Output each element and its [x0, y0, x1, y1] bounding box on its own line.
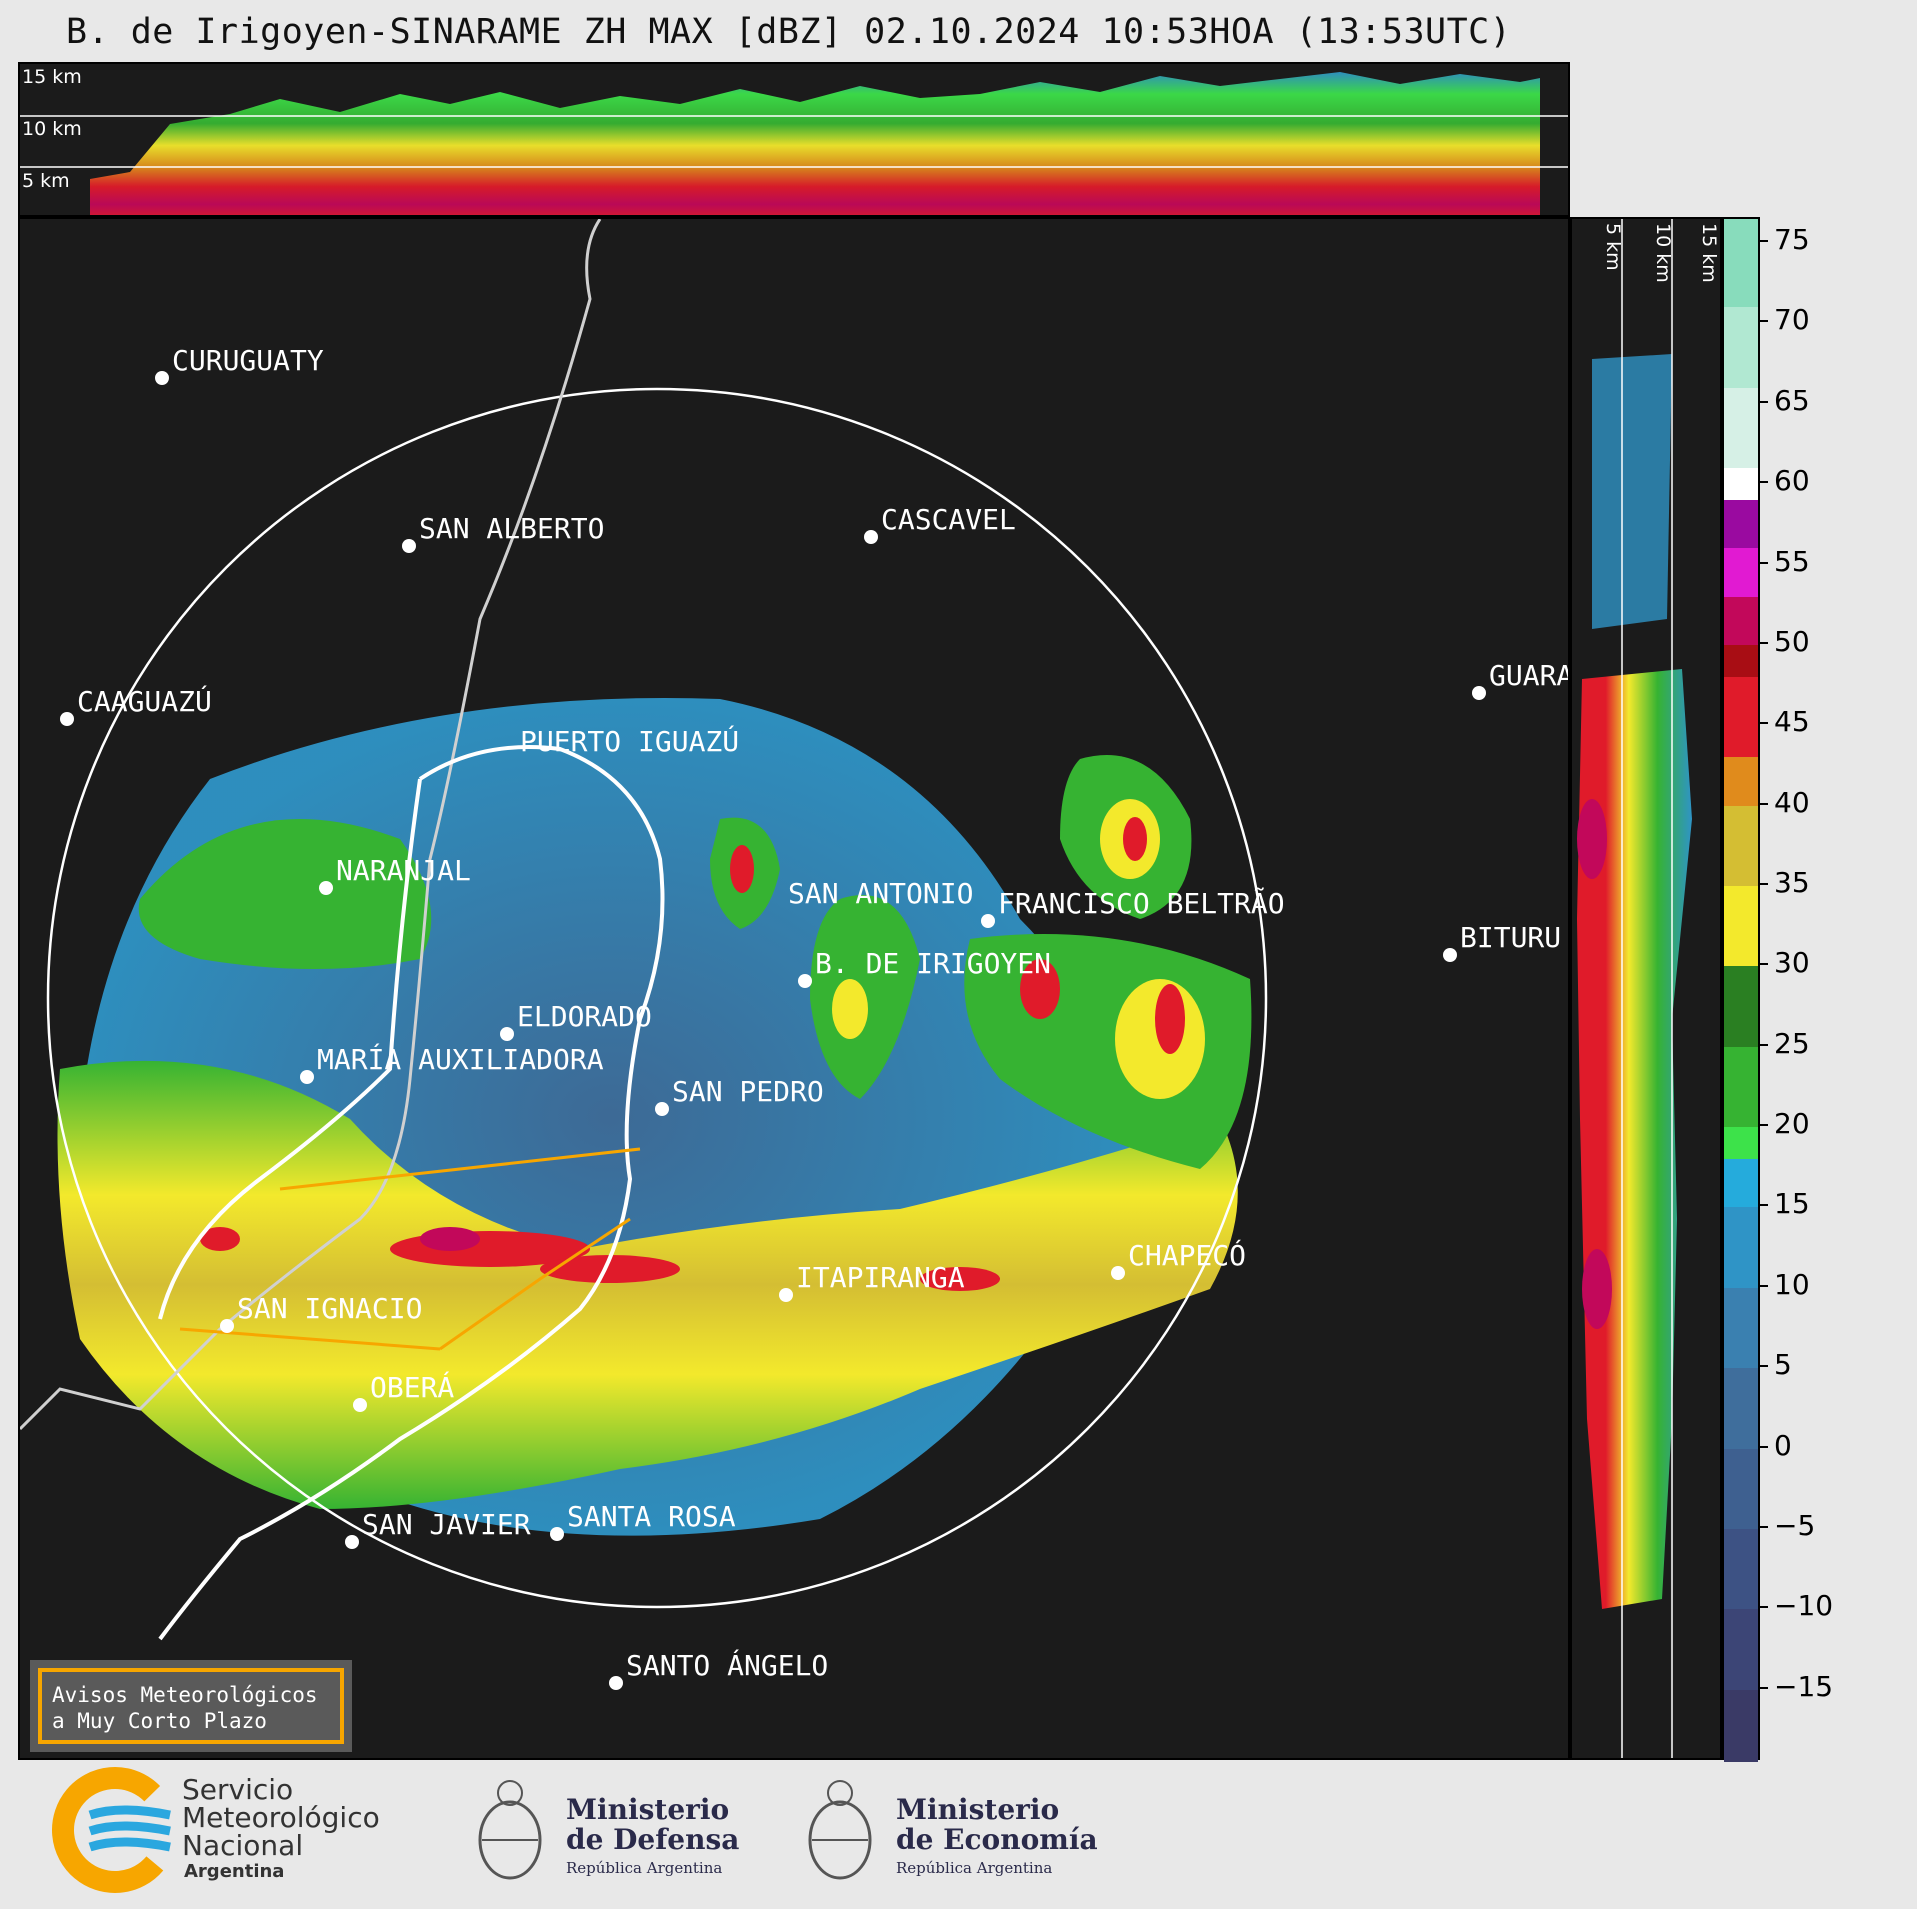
colorbar-tick-mark — [1760, 1204, 1768, 1207]
colorbar-tick-mark — [1760, 883, 1768, 886]
colorbar-tick-label: 5 — [1774, 1348, 1792, 1382]
defensa-line-2: de Defensa — [566, 1823, 740, 1856]
top-height-label-15km: 15 km — [22, 66, 82, 88]
economia-line-3: República Argentina — [896, 1859, 1053, 1877]
defensa-logo: Ministerio de Defensa República Argentin… — [470, 1765, 770, 1895]
smn-line-4: Argentina — [184, 1861, 285, 1882]
warning-line-2: a Muy Corto Plazo — [52, 1709, 267, 1733]
colorbar-segment — [1724, 677, 1758, 758]
colorbar-segment — [1724, 596, 1758, 645]
colorbar-tick-mark — [1760, 1525, 1768, 1528]
colorbar-tick-label: 75 — [1774, 223, 1810, 257]
defensa-line-1: Ministerio — [566, 1793, 730, 1826]
colorbar-segment — [1724, 1689, 1758, 1762]
top-height-profile: 15 km 10 km 5 km — [18, 62, 1570, 217]
economia-logo: Ministerio de Economía República Argenti… — [800, 1765, 1120, 1895]
economia-line-2: de Economía — [896, 1823, 1098, 1856]
colorbar-tick-label: 70 — [1774, 303, 1810, 337]
colorbar-tick-label: 10 — [1774, 1267, 1810, 1301]
colorbar-segment — [1724, 387, 1758, 469]
colorbar-tick-mark — [1760, 1284, 1768, 1287]
colorbar-tick-label: 55 — [1774, 544, 1810, 578]
colorbar-tick-mark — [1760, 320, 1768, 323]
colorbar-tick-mark — [1760, 722, 1768, 725]
colorbar-segment — [1724, 1159, 1758, 1208]
colorbar-tick-label: 50 — [1774, 624, 1810, 658]
map-title: B. de Irigoyen-SINARAME ZH MAX [dBZ] 02.… — [66, 12, 1512, 52]
colorbar-segment — [1724, 548, 1758, 597]
side-height-label-10km: 10 km — [1652, 223, 1674, 283]
smn-line-1: Servicio — [182, 1773, 294, 1806]
colorbar-segment — [1724, 886, 1758, 967]
colorbar-tick-mark — [1760, 561, 1768, 564]
colorbar-tick-mark — [1760, 1365, 1768, 1368]
top-profile-graphic — [20, 72, 1568, 215]
colorbar-tick-mark — [1760, 641, 1768, 644]
colorbar-tick-mark — [1760, 963, 1768, 966]
colorbar-segment — [1724, 307, 1758, 388]
colorbar-segment — [1724, 219, 1758, 308]
economia-line-1: Ministerio — [896, 1793, 1060, 1826]
colorbar-tick-mark — [1760, 1606, 1768, 1609]
colorbar-tick-label: −10 — [1774, 1589, 1834, 1623]
radar-map: CURUGUATY SAN ALBERTO CASCAVEL CAAGUAZÚ … — [18, 217, 1570, 1760]
colorbar-tick-label: 65 — [1774, 383, 1810, 417]
colorbar-segment — [1724, 966, 1758, 1047]
colorbar-tick-mark — [1760, 400, 1768, 403]
argentina-coat-of-arms-icon — [808, 1780, 872, 1880]
warning-line-1: Avisos Meteorológicos — [52, 1683, 318, 1707]
top-height-label-10km: 10 km — [22, 118, 82, 140]
smn-line-2: Meteorológico — [182, 1801, 380, 1834]
colorbar-segment — [1724, 757, 1758, 806]
colorbar-tick-label: 40 — [1774, 785, 1810, 819]
side-profile-graphic — [1577, 219, 1692, 1758]
colorbar-segment — [1724, 1046, 1758, 1128]
colorbar-segment — [1724, 644, 1758, 678]
colorbar-tick-label: 30 — [1774, 946, 1810, 980]
colorbar-tick-mark — [1760, 481, 1768, 484]
top-height-label-5km: 5 km — [22, 170, 70, 192]
side-height-label-5km: 5 km — [1602, 223, 1624, 271]
smn-line-3: Nacional — [182, 1829, 304, 1862]
colorbar-tick-label: 60 — [1774, 464, 1810, 498]
defensa-line-3: República Argentina — [566, 1859, 723, 1877]
colorbar-segment — [1724, 1127, 1758, 1160]
argentina-coat-of-arms-icon — [478, 1780, 542, 1880]
colorbar-segment — [1724, 1207, 1758, 1288]
smn-logo-icon — [52, 1767, 178, 1893]
colorbar-segment — [1724, 1609, 1758, 1690]
colorbar-tick-label: 45 — [1774, 705, 1810, 739]
colorbar-tick-label: 25 — [1774, 1026, 1810, 1060]
colorbar-segment — [1724, 1287, 1758, 1369]
colorbar-tick-label: 0 — [1774, 1428, 1792, 1462]
colorbar-segment — [1724, 468, 1758, 501]
radar-echo-graphic — [20, 219, 1268, 1641]
colorbar-segment — [1724, 500, 1758, 549]
colorbar-tick-mark — [1760, 802, 1768, 805]
side-height-label-15km: 15 km — [1698, 223, 1720, 283]
smn-logo: Servicio Meteorológico Nacional Argentin… — [50, 1765, 410, 1895]
colorbar-segment — [1724, 805, 1758, 887]
dbz-colorbar — [1722, 217, 1760, 1762]
colorbar-tick-label: 20 — [1774, 1107, 1810, 1141]
side-height-profile: 5 km 10 km 15 km — [1570, 217, 1722, 1760]
colorbar-tick-mark — [1760, 1043, 1768, 1046]
colorbar-tick-mark — [1760, 1124, 1768, 1127]
colorbar-tick-label: −15 — [1774, 1669, 1834, 1703]
colorbar-segment — [1724, 1528, 1758, 1610]
colorbar-tick-label: −5 — [1774, 1508, 1816, 1542]
colorbar-tick-label: 35 — [1774, 866, 1810, 900]
colorbar-tick-mark — [1760, 240, 1768, 243]
colorbar-tick-label: 15 — [1774, 1187, 1810, 1221]
colorbar-segment — [1724, 1448, 1758, 1529]
colorbar-tick-mark — [1760, 1686, 1768, 1689]
colorbar-tick-mark — [1760, 1445, 1768, 1448]
warning-box: Avisos Meteorológicos a Muy Corto Plazo — [30, 1660, 352, 1752]
colorbar-segment — [1724, 1368, 1758, 1449]
